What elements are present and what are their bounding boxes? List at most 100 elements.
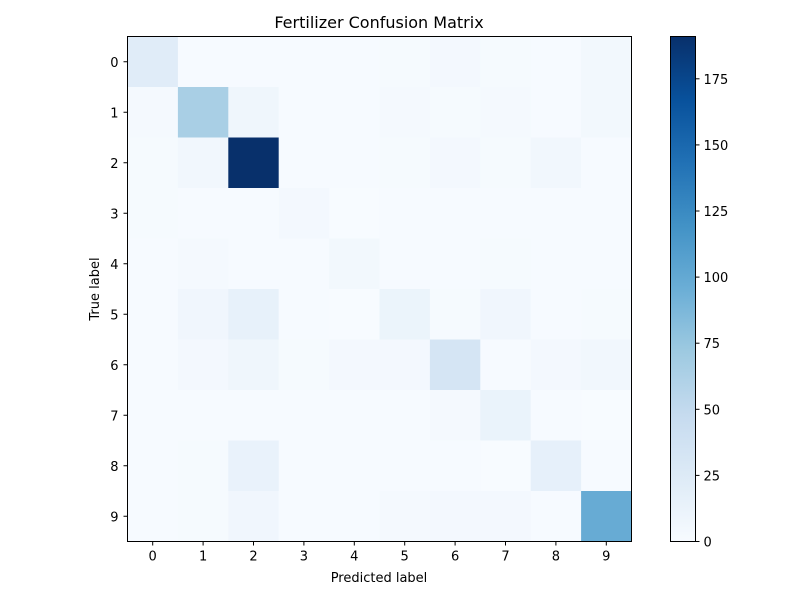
heatmap-cell xyxy=(127,87,179,138)
x-axis-ticks: 0 1 2 3 4 5 6 7 8 9 xyxy=(149,541,610,565)
heatmap-cell xyxy=(581,339,632,391)
x-tick-label: 2 xyxy=(249,550,257,565)
y-tick-label: 1 xyxy=(110,106,118,121)
heatmap-cell xyxy=(480,137,532,189)
y-tick-label: 5 xyxy=(110,308,118,323)
heatmap-cell xyxy=(379,491,431,542)
heatmap-cell xyxy=(480,339,532,391)
colorbar xyxy=(670,36,696,542)
heatmap-cell xyxy=(581,440,632,492)
heatmap-cell xyxy=(329,188,380,239)
heatmap-cell xyxy=(278,491,330,542)
heatmap-cell xyxy=(429,87,481,138)
y-tick-label: 7 xyxy=(110,409,118,424)
y-tick-label: 8 xyxy=(110,460,118,475)
plot-frame xyxy=(127,36,632,542)
heatmap-cell xyxy=(278,188,330,239)
colorbar-tick-label: 125 xyxy=(704,205,729,220)
heatmap-cell xyxy=(429,289,481,340)
heatmap-cell xyxy=(329,238,380,290)
heatmap-cell xyxy=(480,390,532,441)
x-tick-label: 1 xyxy=(199,550,207,565)
heatmap-cell xyxy=(228,36,280,88)
heatmap-cell xyxy=(480,491,532,542)
heatmap-cell xyxy=(480,87,532,138)
heatmap-cell xyxy=(228,440,280,492)
heatmap-cell xyxy=(177,491,229,542)
heatmap-cell xyxy=(228,87,280,138)
heatmap-cell xyxy=(581,238,632,290)
heatmap-cell xyxy=(127,390,179,441)
heatmap-cell xyxy=(127,188,179,239)
heatmap-cell xyxy=(581,137,632,189)
heatmap-cell xyxy=(480,440,532,492)
heatmap-cell xyxy=(177,188,229,239)
heatmap-cell xyxy=(228,289,280,340)
heatmap-cell xyxy=(530,36,582,88)
heatmap-cell xyxy=(228,390,280,441)
colorbar-tick-label: 175 xyxy=(704,73,729,88)
heatmap-cell xyxy=(329,87,380,138)
x-tick-label: 3 xyxy=(300,550,308,565)
colorbar-ticks: 0 25 50 75 100 125 150 175 xyxy=(695,73,729,551)
colorbar-tick-label: 150 xyxy=(704,139,729,154)
heatmap-cell xyxy=(177,36,229,88)
y-tick-label: 9 xyxy=(110,510,118,525)
heatmap-cell xyxy=(530,491,582,542)
heatmap-cell xyxy=(278,36,330,88)
colorbar-tick-label: 25 xyxy=(704,469,721,484)
heatmap-cell xyxy=(581,390,632,441)
heatmap-cell xyxy=(429,36,481,88)
heatmap-cell xyxy=(581,491,632,542)
heatmap-cell xyxy=(429,491,481,542)
heatmap-cell xyxy=(127,339,179,391)
y-tick-label: 6 xyxy=(110,359,118,374)
heatmap-cell xyxy=(379,440,431,492)
heatmap-cell xyxy=(530,87,582,138)
heatmap-cell xyxy=(127,491,179,542)
heatmap-cell xyxy=(530,289,582,340)
heatmap-cell xyxy=(379,87,431,138)
heatmap-cell xyxy=(429,137,481,189)
heatmap-cell xyxy=(329,390,380,441)
y-axis-ticks: 0 1 2 3 4 5 6 7 8 9 xyxy=(110,56,128,525)
heatmap-cell xyxy=(530,339,582,391)
heatmap-cell xyxy=(329,440,380,492)
y-tick-label: 3 xyxy=(110,207,118,222)
heatmap-cell xyxy=(530,390,582,441)
heatmap-cell xyxy=(379,188,431,239)
heatmap-cell xyxy=(177,87,229,138)
heatmap-cell xyxy=(480,238,532,290)
heatmap-cell xyxy=(228,491,280,542)
heatmap-cell xyxy=(278,339,330,391)
heatmap-cell xyxy=(127,238,179,290)
chart-title: Fertilizer Confusion Matrix xyxy=(274,13,483,32)
heatmap-cell xyxy=(480,289,532,340)
heatmap-cell xyxy=(379,339,431,391)
heatmap-cell xyxy=(278,137,330,189)
heatmap-cell xyxy=(581,87,632,138)
heatmap-cell xyxy=(429,339,481,391)
heatmap-cell xyxy=(228,137,280,189)
heatmap-cell xyxy=(127,289,179,340)
heatmap-cell xyxy=(530,137,582,189)
heatmap-cell xyxy=(480,36,532,88)
x-tick-label: 6 xyxy=(451,550,459,565)
heatmap-cell xyxy=(329,289,380,340)
heatmap-cell xyxy=(278,440,330,492)
heatmap-cell xyxy=(177,289,229,340)
heatmap-cell xyxy=(177,238,229,290)
colorbar-tick-label: 75 xyxy=(704,337,721,352)
x-tick-label: 8 xyxy=(552,550,560,565)
heatmap-cell xyxy=(228,188,280,239)
heatmap-cell xyxy=(379,238,431,290)
colorbar-tick-label: 50 xyxy=(704,403,721,418)
heatmap-cell xyxy=(530,238,582,290)
heatmap-cell xyxy=(127,137,179,189)
heatmap-cell xyxy=(379,289,431,340)
heatmap-cell xyxy=(278,238,330,290)
heatmap-cell xyxy=(177,137,229,189)
heatmap-cell xyxy=(379,390,431,441)
heatmap-cell xyxy=(581,289,632,340)
